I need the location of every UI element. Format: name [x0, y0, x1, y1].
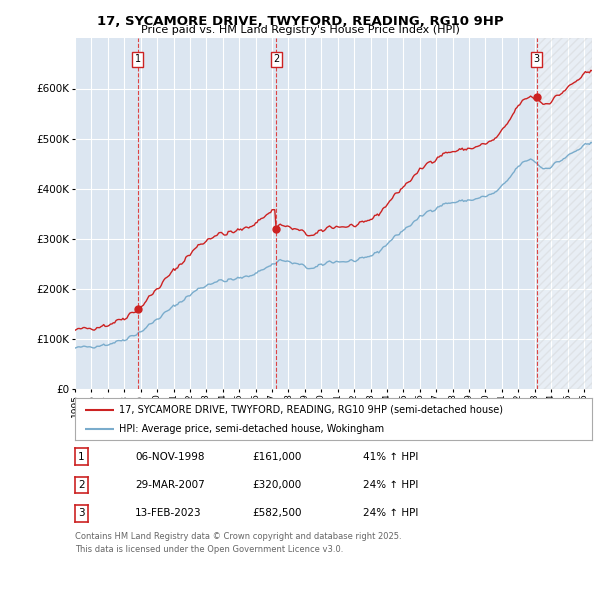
Text: 24% ↑ HPI: 24% ↑ HPI: [363, 509, 418, 518]
Text: 24% ↑ HPI: 24% ↑ HPI: [363, 480, 418, 490]
Text: HPI: Average price, semi-detached house, Wokingham: HPI: Average price, semi-detached house,…: [119, 424, 384, 434]
Text: 2: 2: [78, 480, 85, 490]
Text: 13-FEB-2023: 13-FEB-2023: [135, 509, 202, 518]
Text: 41% ↑ HPI: 41% ↑ HPI: [363, 452, 418, 461]
Text: 06-NOV-1998: 06-NOV-1998: [135, 452, 205, 461]
Text: 29-MAR-2007: 29-MAR-2007: [135, 480, 205, 490]
Text: This data is licensed under the Open Government Licence v3.0.: This data is licensed under the Open Gov…: [75, 545, 343, 554]
Text: £320,000: £320,000: [252, 480, 301, 490]
Text: £161,000: £161,000: [252, 452, 301, 461]
Text: Price paid vs. HM Land Registry's House Price Index (HPI): Price paid vs. HM Land Registry's House …: [140, 25, 460, 35]
Text: 17, SYCAMORE DRIVE, TWYFORD, READING, RG10 9HP: 17, SYCAMORE DRIVE, TWYFORD, READING, RG…: [97, 15, 503, 28]
Bar: [537, 38, 592, 389]
Text: 2: 2: [273, 54, 279, 64]
Text: £582,500: £582,500: [252, 509, 302, 518]
Text: 3: 3: [533, 54, 540, 64]
Text: 1: 1: [78, 452, 85, 461]
Text: 1: 1: [135, 54, 141, 64]
Text: 3: 3: [78, 509, 85, 518]
Text: 17, SYCAMORE DRIVE, TWYFORD, READING, RG10 9HP (semi-detached house): 17, SYCAMORE DRIVE, TWYFORD, READING, RG…: [119, 405, 503, 415]
Text: Contains HM Land Registry data © Crown copyright and database right 2025.: Contains HM Land Registry data © Crown c…: [75, 532, 401, 541]
